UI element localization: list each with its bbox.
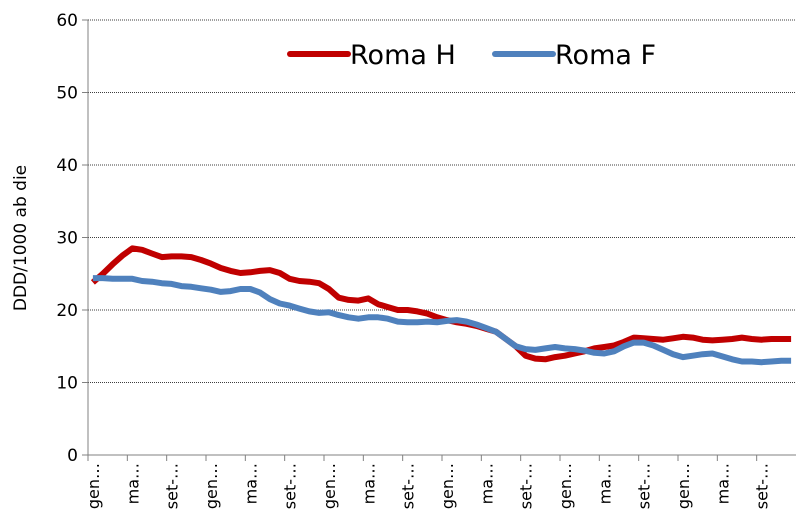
x-tick-label: ma…: [595, 463, 614, 504]
x-tick-label: ma…: [241, 463, 260, 504]
y-tick-label: 40: [56, 156, 78, 176]
x-tick-label: set-…: [635, 463, 654, 509]
x-tick-label: ma…: [123, 463, 142, 504]
legend-label: Roma H: [350, 40, 456, 71]
x-tick-label: gen…: [202, 463, 221, 509]
y-tick-label: 20: [56, 301, 78, 321]
legend-label: Roma F: [555, 40, 656, 71]
x-tick-label: gen…: [84, 463, 103, 509]
x-tick-label: ma…: [477, 463, 496, 504]
data-line: [90, 245, 792, 363]
x-tick-label: set-…: [163, 463, 182, 509]
y-tick-label: 30: [56, 229, 78, 249]
y-tick-label: 60: [56, 11, 78, 31]
data-line: [92, 275, 792, 366]
x-tick-label: set-…: [517, 463, 536, 509]
x-tick-label: ma…: [713, 463, 732, 504]
x-tick-label: ma…: [359, 463, 378, 504]
y-axis-title: DDD/1000 ab die: [11, 165, 31, 311]
x-tick-label: set-…: [281, 463, 300, 509]
y-tick-label: 0: [67, 446, 78, 466]
x-tick-label: gen…: [438, 463, 457, 509]
y-tick-label: 10: [56, 374, 78, 394]
x-tick-label: set-…: [753, 463, 772, 509]
x-tick-label: gen…: [320, 463, 339, 509]
x-tick-label: gen…: [556, 463, 575, 509]
y-tick-label: 50: [56, 84, 78, 104]
x-tick-label: set-…: [399, 463, 418, 509]
x-tick-label: gen…: [674, 463, 693, 509]
